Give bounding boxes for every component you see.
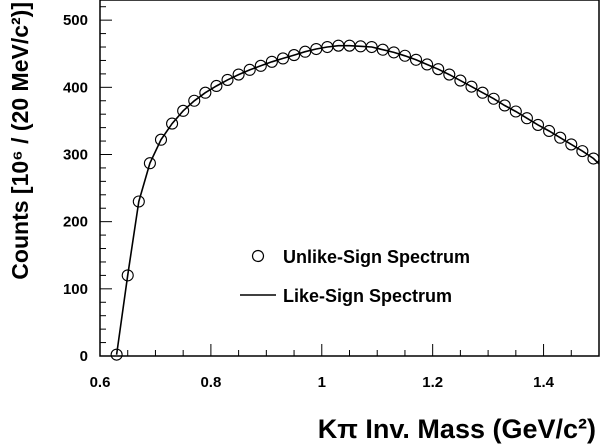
- data-point: [276, 52, 290, 65]
- data-point: [587, 152, 600, 165]
- x-tick-label: 1: [318, 374, 326, 391]
- y-tick-label: 400: [63, 79, 88, 96]
- data-point: [166, 117, 179, 130]
- x-tick-label: 1.4: [533, 374, 555, 391]
- data-point: [421, 58, 434, 71]
- data-point: [554, 131, 567, 144]
- axes-ticks: [99, 6, 600, 357]
- unlike-sign-spectrum-points: [110, 39, 600, 361]
- x-tick-label: 1.2: [422, 374, 443, 391]
- y-tick-label: 200: [63, 214, 88, 231]
- data-point: [265, 55, 278, 68]
- data-point: [432, 63, 445, 76]
- data-point: [188, 94, 201, 107]
- y-tick-label: 0: [80, 348, 88, 365]
- data-point: [110, 348, 123, 361]
- y-tick-label: 300: [63, 146, 88, 163]
- y-axis-title: Counts [10⁶ / (20 MeV/c²)]: [7, 2, 33, 280]
- data-point: [454, 74, 467, 87]
- data-point: [177, 104, 190, 117]
- data-point: [543, 124, 556, 138]
- data-point: [465, 80, 478, 93]
- data-point: [121, 269, 134, 282]
- legend-label-unlike-sign: Unlike-Sign Spectrum: [283, 247, 470, 267]
- data-point: [210, 79, 223, 93]
- data-point: [154, 133, 168, 146]
- data-point: [243, 63, 256, 76]
- y-tick-label: 100: [63, 281, 88, 298]
- data-point: [221, 73, 234, 86]
- data-point: [498, 99, 511, 112]
- x-tick-labels: 0.6 0.8 1 1.2 1.4: [90, 374, 555, 391]
- data-point: [132, 195, 145, 208]
- y-tick-label: 500: [63, 12, 88, 29]
- data-point: [576, 145, 589, 158]
- y-tick-labels: 0 100 200 300 400 500: [63, 12, 88, 365]
- x-tick-label: 0.8: [200, 374, 221, 391]
- data-point: [376, 43, 389, 56]
- data-point: [143, 157, 156, 170]
- data-point: [254, 59, 267, 72]
- data-point: [520, 112, 533, 125]
- data-point: [409, 53, 423, 66]
- data-point: [531, 118, 545, 131]
- data-point: [443, 68, 456, 81]
- like-sign-spectrum-line: [115, 44, 600, 355]
- data-point: [387, 46, 400, 59]
- data-point: [398, 49, 411, 62]
- data-point: [299, 45, 312, 58]
- data-point: [509, 105, 522, 118]
- data-point: [288, 49, 301, 62]
- legend-marker-unlike-sign: [251, 249, 265, 263]
- legend-label-like-sign: Like-Sign Spectrum: [283, 286, 452, 306]
- data-point: [476, 86, 489, 99]
- x-tick-label: 0.6: [90, 374, 111, 391]
- data-point: [365, 40, 378, 54]
- x-axis-title: Kπ Inv. Mass (GeV/c²): [318, 414, 596, 444]
- data-point: [199, 86, 212, 99]
- data-point: [487, 92, 500, 105]
- legend: Unlike-Sign Spectrum Like-Sign Spectrum: [240, 247, 470, 306]
- data-point: [232, 68, 245, 81]
- data-point: [565, 138, 578, 151]
